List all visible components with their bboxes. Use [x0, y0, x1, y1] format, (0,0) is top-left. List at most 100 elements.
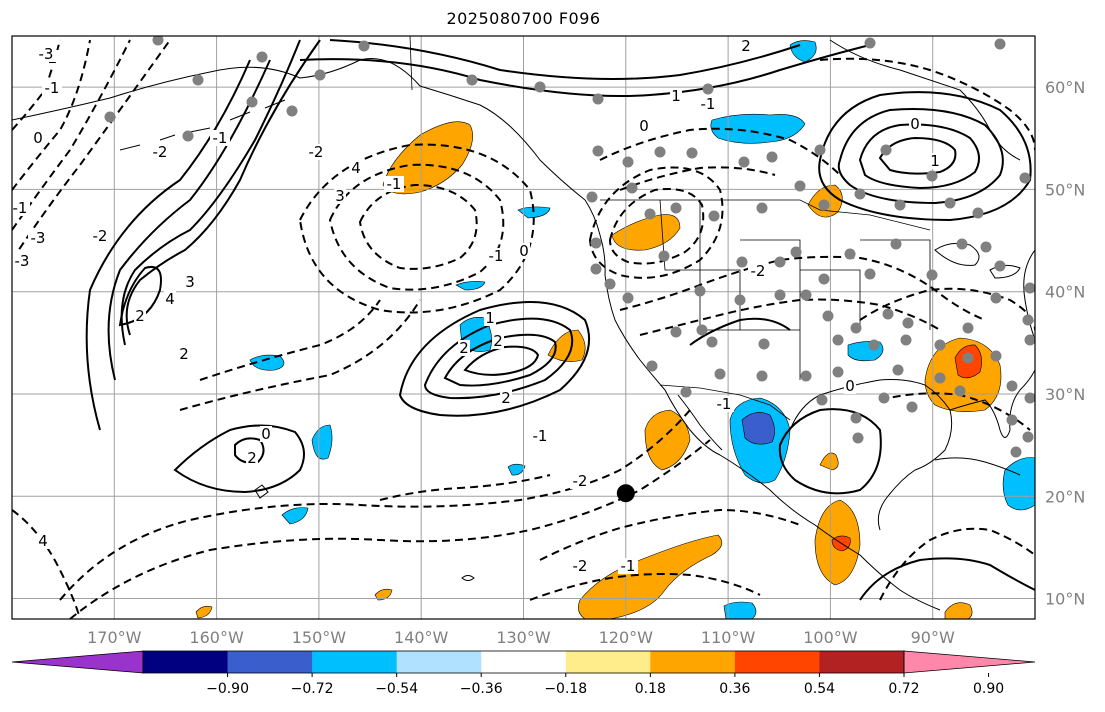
contour-label-bg [492, 333, 504, 349]
map-frame [11, 35, 1036, 620]
station-dot [926, 269, 938, 281]
island-2 [461, 575, 475, 581]
subtropic-dash-1 [59, 409, 691, 601]
lat-label: 60°N [1045, 78, 1085, 97]
contour-label-bg [484, 310, 496, 326]
colorbar-tick-label: 0.90 [973, 681, 1004, 697]
contour-label-bg [28, 230, 48, 246]
station-dot [714, 368, 726, 380]
colorbar-segment [481, 651, 567, 673]
contour-label-bg [638, 118, 650, 134]
lat-label: 50°N [1045, 180, 1085, 199]
station-dot [818, 273, 830, 285]
contour-label: -1 [489, 247, 504, 265]
station-dot [790, 246, 802, 258]
station-dot [864, 268, 876, 280]
colorbar-segment [227, 651, 313, 673]
contour-label-bg [334, 188, 346, 204]
high-offshore-3 [443, 333, 557, 387]
contour-label: 1 [485, 309, 495, 327]
contour-labels: -2-10-1-3-22432-2-1-3024-322-1-2-1012-2-… [12, 37, 941, 575]
contour-label-bg [698, 96, 718, 112]
high-hudson-2 [837, 108, 1004, 205]
station-dot [680, 386, 692, 398]
high-hudson-1 [818, 91, 1032, 222]
station-dot [1024, 334, 1035, 346]
contour-label: 0 [261, 425, 271, 443]
contour-label: -1 [213, 129, 228, 147]
contour-label: -2 [573, 472, 588, 490]
lat-label: 20°N [1045, 487, 1085, 506]
station-dot [658, 250, 670, 262]
station-dot [852, 432, 864, 444]
hudson-dash [819, 57, 1035, 151]
contour-label: -1 [621, 557, 636, 575]
mexico-ridge [689, 317, 791, 346]
mid-pacific-dash-2 [179, 299, 421, 411]
tropic-dash-1 [379, 474, 551, 501]
colorbar-segment [312, 651, 398, 673]
station-dot [706, 336, 718, 348]
station-dot [152, 36, 164, 46]
lat-label: 40°N [1045, 283, 1085, 302]
station-dot [850, 412, 862, 424]
contour-label: -2 [751, 262, 766, 280]
station-dot [696, 324, 708, 336]
trough-west-2 [12, 39, 131, 231]
station-dot [934, 372, 946, 384]
contour-label: -2 [93, 227, 108, 245]
contour-label: -1 [45, 79, 60, 97]
lon-label: 130°W [496, 628, 551, 647]
blue-blob-small-4 [507, 463, 526, 476]
ridge-north-2 [329, 39, 801, 80]
station-dot [1022, 314, 1034, 326]
station-dot [738, 156, 750, 168]
alaska-canada-border [409, 36, 413, 91]
blue-blob-small-1 [249, 354, 285, 371]
colorbar-frame [142, 650, 905, 674]
contour-label: 2 [459, 339, 469, 357]
canada-dash-2 [619, 166, 776, 191]
contour-label: 4 [165, 290, 175, 308]
darkblue-blob-mexico [741, 412, 775, 445]
map-area: -2-10-1-3-22432-2-1-3024-322-1-2-1012-2-… [12, 36, 1035, 619]
contour-label-bg [184, 274, 196, 290]
colorbar-tick-label: −0.36 [460, 681, 503, 697]
contour-label: 1 [930, 152, 940, 170]
contour-label: -2 [309, 143, 324, 161]
station-dot [868, 339, 880, 351]
station-dot [800, 289, 812, 301]
station-dot [844, 248, 856, 260]
latitude-labels: 60°N 50°N 40°N 30°N 20°N 10°N [1045, 78, 1085, 608]
station-dot [962, 352, 974, 364]
blue-blob-small-3 [281, 507, 309, 525]
contour-label-bg [90, 228, 110, 244]
contour-label: 1 [671, 87, 681, 105]
contour-label-bg [500, 390, 512, 406]
colorbar-tick-label: 0.18 [635, 681, 666, 697]
lon-label: 150°W [292, 628, 347, 647]
station-dot [864, 37, 876, 49]
high-offshore-4 [463, 345, 540, 376]
contour-label: 0 [910, 115, 920, 133]
contour-label-bg [260, 426, 272, 442]
contour-label-bg [134, 308, 146, 324]
east-coast [1023, 249, 1035, 341]
station-dot [590, 263, 602, 275]
loop-west [173, 424, 305, 494]
colorbar: −0.90 −0.72 −0.54 −0.36 −0.18 0.18 0.36 0.54 0.7… [11, 650, 1036, 697]
blue-blob-canada [710, 113, 806, 144]
contour-label-bg [570, 558, 590, 574]
contour-label-bg [178, 346, 190, 362]
contour-label-bg [210, 130, 230, 146]
station-dot [882, 308, 894, 320]
contour-label: 0 [845, 377, 855, 395]
station-dot [286, 105, 298, 117]
station-dot [604, 278, 616, 290]
contour-label: -3 [39, 45, 54, 63]
colorbar-segment [565, 651, 651, 673]
station-dot [854, 188, 866, 200]
contour-label: 0 [519, 242, 529, 260]
contour-label-bg [929, 153, 941, 169]
